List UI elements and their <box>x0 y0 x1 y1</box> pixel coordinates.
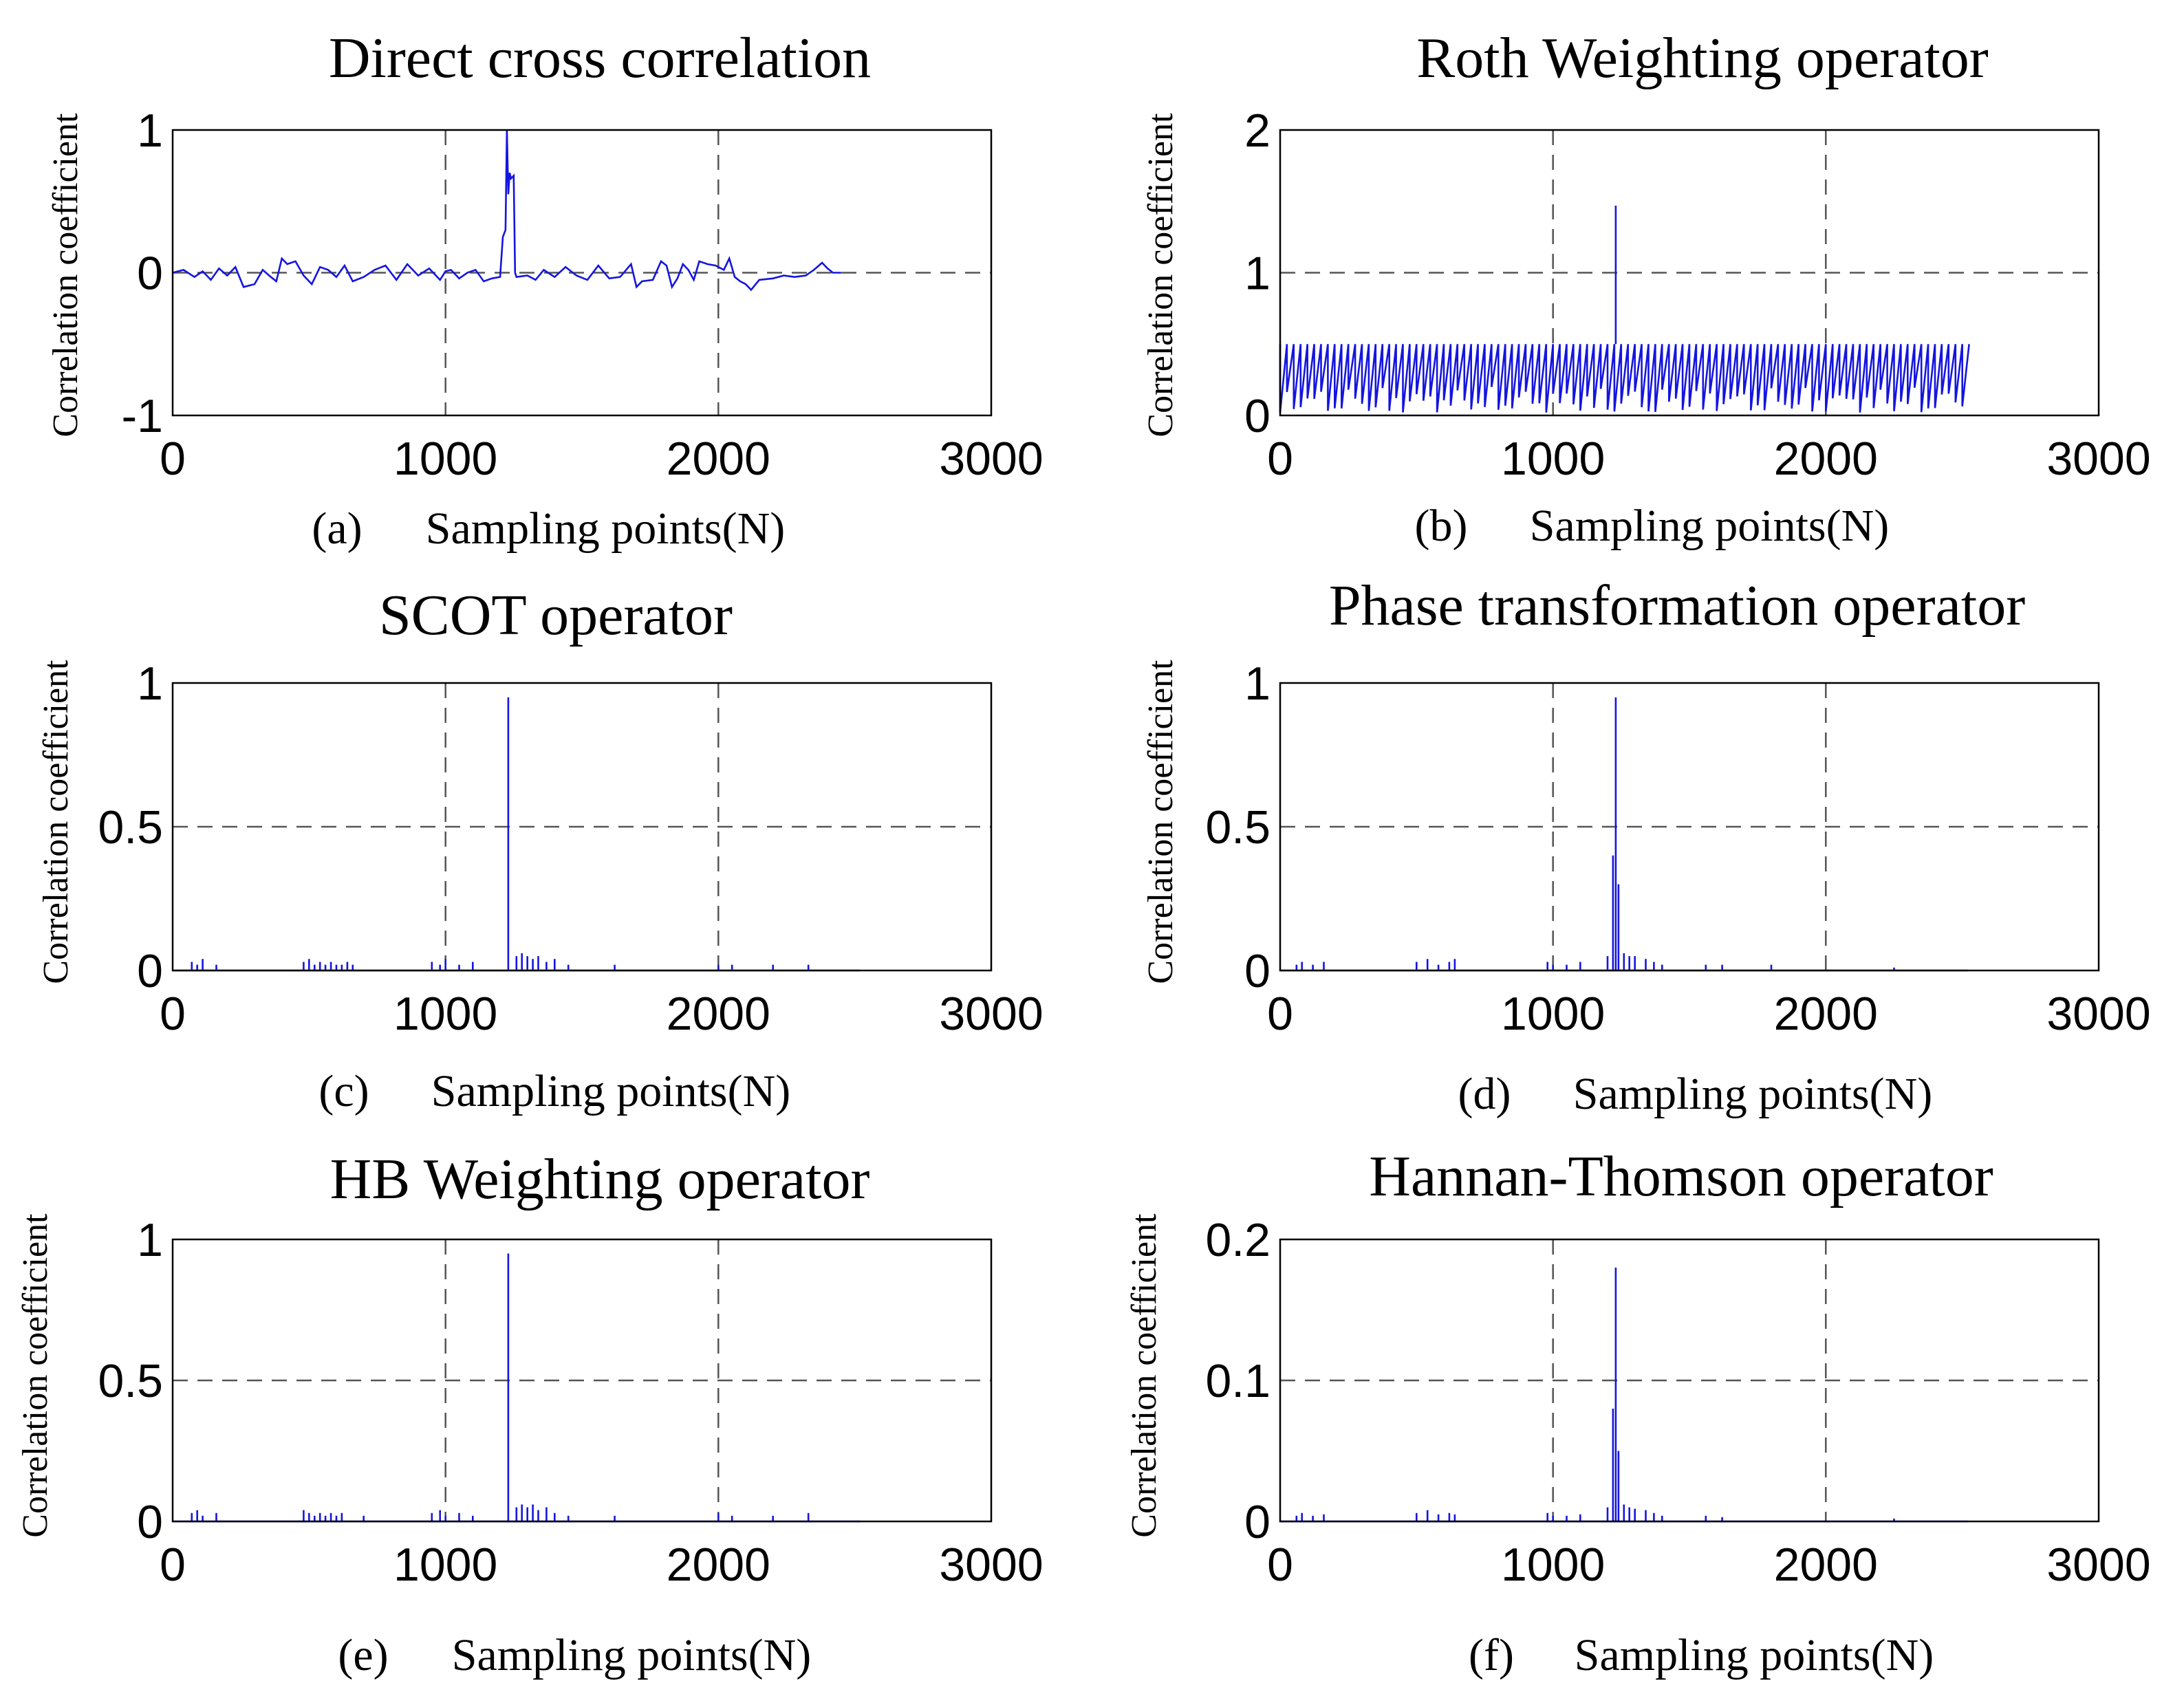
y-tick-label: 1 <box>1244 248 1271 300</box>
x-tick-label: 0 <box>1267 433 1293 485</box>
chart-title: Direct cross correlation <box>329 26 871 90</box>
x-tick-label: 1000 <box>393 1539 497 1591</box>
data-series-line <box>1279 206 1970 413</box>
x-axis-label: Sampling points(N) <box>1573 1069 1933 1119</box>
y-axis-label: Correlation coefficient <box>16 1213 55 1538</box>
plot-area: 0 1000 2000 3000 0 1 2 <box>1244 105 2150 485</box>
x-tick-label: 3000 <box>939 1539 1043 1591</box>
y-tick-label: 1 <box>137 105 163 157</box>
axes-frame <box>171 682 993 972</box>
y-tick-label: 0.5 <box>98 1355 163 1407</box>
plot-area: 0 1000 2000 3000 0 0.5 1 <box>98 1214 1043 1591</box>
y-tick-label: 0.2 <box>1205 1214 1271 1266</box>
chart-title: HB Weighting operator <box>330 1147 870 1211</box>
caption-letter: (e) <box>338 1630 388 1680</box>
caption-letter: (a) <box>312 503 362 554</box>
x-axis-label: Sampling points(N) <box>426 503 786 554</box>
panel-c: SCOT operator Correlation coefficient (c… <box>36 583 1044 1116</box>
y-tick-label: 0.5 <box>98 801 163 854</box>
x-tick-label: 1000 <box>393 433 497 485</box>
axes-frame <box>171 1238 993 1523</box>
chart-title: SCOT operator <box>379 583 733 647</box>
y-axis-label: Correlation coefficient <box>1141 660 1180 984</box>
y-tick-label: 0 <box>1244 1496 1271 1548</box>
x-tick-label: 1000 <box>1501 433 1605 485</box>
x-tick-label: 3000 <box>2046 1539 2150 1591</box>
y-tick-label: 0 <box>1244 945 1271 997</box>
x-tick-label: 0 <box>160 433 186 485</box>
data-series-line <box>1280 1268 1968 1523</box>
y-tick-label: 0 <box>1244 390 1271 442</box>
x-axis-label: Sampling points(N) <box>452 1630 812 1680</box>
x-tick-label: 2000 <box>1774 433 1878 485</box>
panel-a: Direct cross correlation Correlation coe… <box>46 26 1044 554</box>
x-axis-label: Sampling points(N) <box>1530 501 1890 551</box>
x-tick-label: 1000 <box>1501 988 1605 1040</box>
x-tick-label: 3000 <box>939 433 1043 485</box>
caption-letter: (d) <box>1458 1069 1511 1119</box>
x-tick-label: 2000 <box>1774 988 1878 1040</box>
x-tick-label: 2000 <box>667 433 770 485</box>
y-tick-label: 0 <box>137 945 163 997</box>
panel-d: Phase transformation operator Correlatio… <box>1141 574 2151 1119</box>
chart-title: Hannan-Thomson operator <box>1369 1145 1993 1208</box>
x-tick-label: 0 <box>1267 988 1293 1040</box>
axes-frame <box>1279 682 2100 972</box>
x-tick-label: 3000 <box>2046 988 2150 1040</box>
y-tick-label: 0.5 <box>1205 801 1271 854</box>
x-tick-label: 0 <box>160 1539 186 1591</box>
caption-letter: (f) <box>1469 1630 1514 1680</box>
x-axis-label: Sampling points(N) <box>1575 1630 1934 1680</box>
y-axis-label: Correlation coefficient <box>46 113 85 437</box>
panel-b: Roth Weighting operator Correlation coef… <box>1141 26 2151 551</box>
x-tick-label: 3000 <box>939 988 1043 1040</box>
plot-area: 0 1000 2000 3000 0 0.1 0.2 <box>1205 1214 2150 1591</box>
data-series-line <box>172 129 841 292</box>
y-tick-label: 0.1 <box>1205 1355 1271 1407</box>
caption-letter: (c) <box>318 1066 369 1116</box>
chart-title: Roth Weighting operator <box>1416 26 1989 90</box>
y-tick-label: 1 <box>137 658 163 710</box>
y-axis-label: Correlation coefficient <box>1125 1213 1164 1538</box>
x-tick-label: 2000 <box>667 1539 770 1591</box>
y-tick-label: 2 <box>1244 105 1271 157</box>
plot-area: 0 1000 2000 3000 0 0.5 1 <box>98 658 1043 1040</box>
x-tick-label: 2000 <box>667 988 770 1040</box>
data-series-line <box>173 697 861 972</box>
y-axis-label: Correlation coefficient <box>1141 113 1180 437</box>
plot-area: 0 1000 2000 3000 0 0.5 1 <box>1205 658 2150 1040</box>
y-tick-label: 0 <box>137 1496 163 1548</box>
chart-title: Phase transformation operator <box>1329 574 2025 638</box>
data-series-line <box>1280 697 1968 972</box>
x-tick-label: 2000 <box>1774 1539 1878 1591</box>
axes-frame <box>1279 1238 2100 1523</box>
data-series-line <box>173 1253 861 1523</box>
x-axis-label: Sampling points(N) <box>431 1066 791 1116</box>
y-axis-label: Correlation coefficient <box>36 660 76 984</box>
x-tick-label: 0 <box>1267 1539 1293 1591</box>
plot-area: 0 1000 2000 3000-101 <box>122 105 1044 485</box>
y-tick-label: 0 <box>137 248 163 300</box>
caption-letter: (b) <box>1415 501 1468 551</box>
axes-frame <box>1279 129 2100 417</box>
x-tick-label: 0 <box>160 988 186 1040</box>
x-tick-label: 1000 <box>393 988 497 1040</box>
panel-e: HB Weighting operator Correlation coeffi… <box>16 1147 1044 1680</box>
x-tick-label: 3000 <box>2046 433 2150 485</box>
y-tick-label: 1 <box>137 1214 163 1266</box>
y-tick-label: 1 <box>1244 658 1271 710</box>
y-tick-label: -1 <box>122 390 163 442</box>
panel-f: Hannan-Thomson operator Correlation coef… <box>1125 1145 2151 1680</box>
axes-frame <box>171 129 993 417</box>
x-tick-label: 1000 <box>1501 1539 1605 1591</box>
